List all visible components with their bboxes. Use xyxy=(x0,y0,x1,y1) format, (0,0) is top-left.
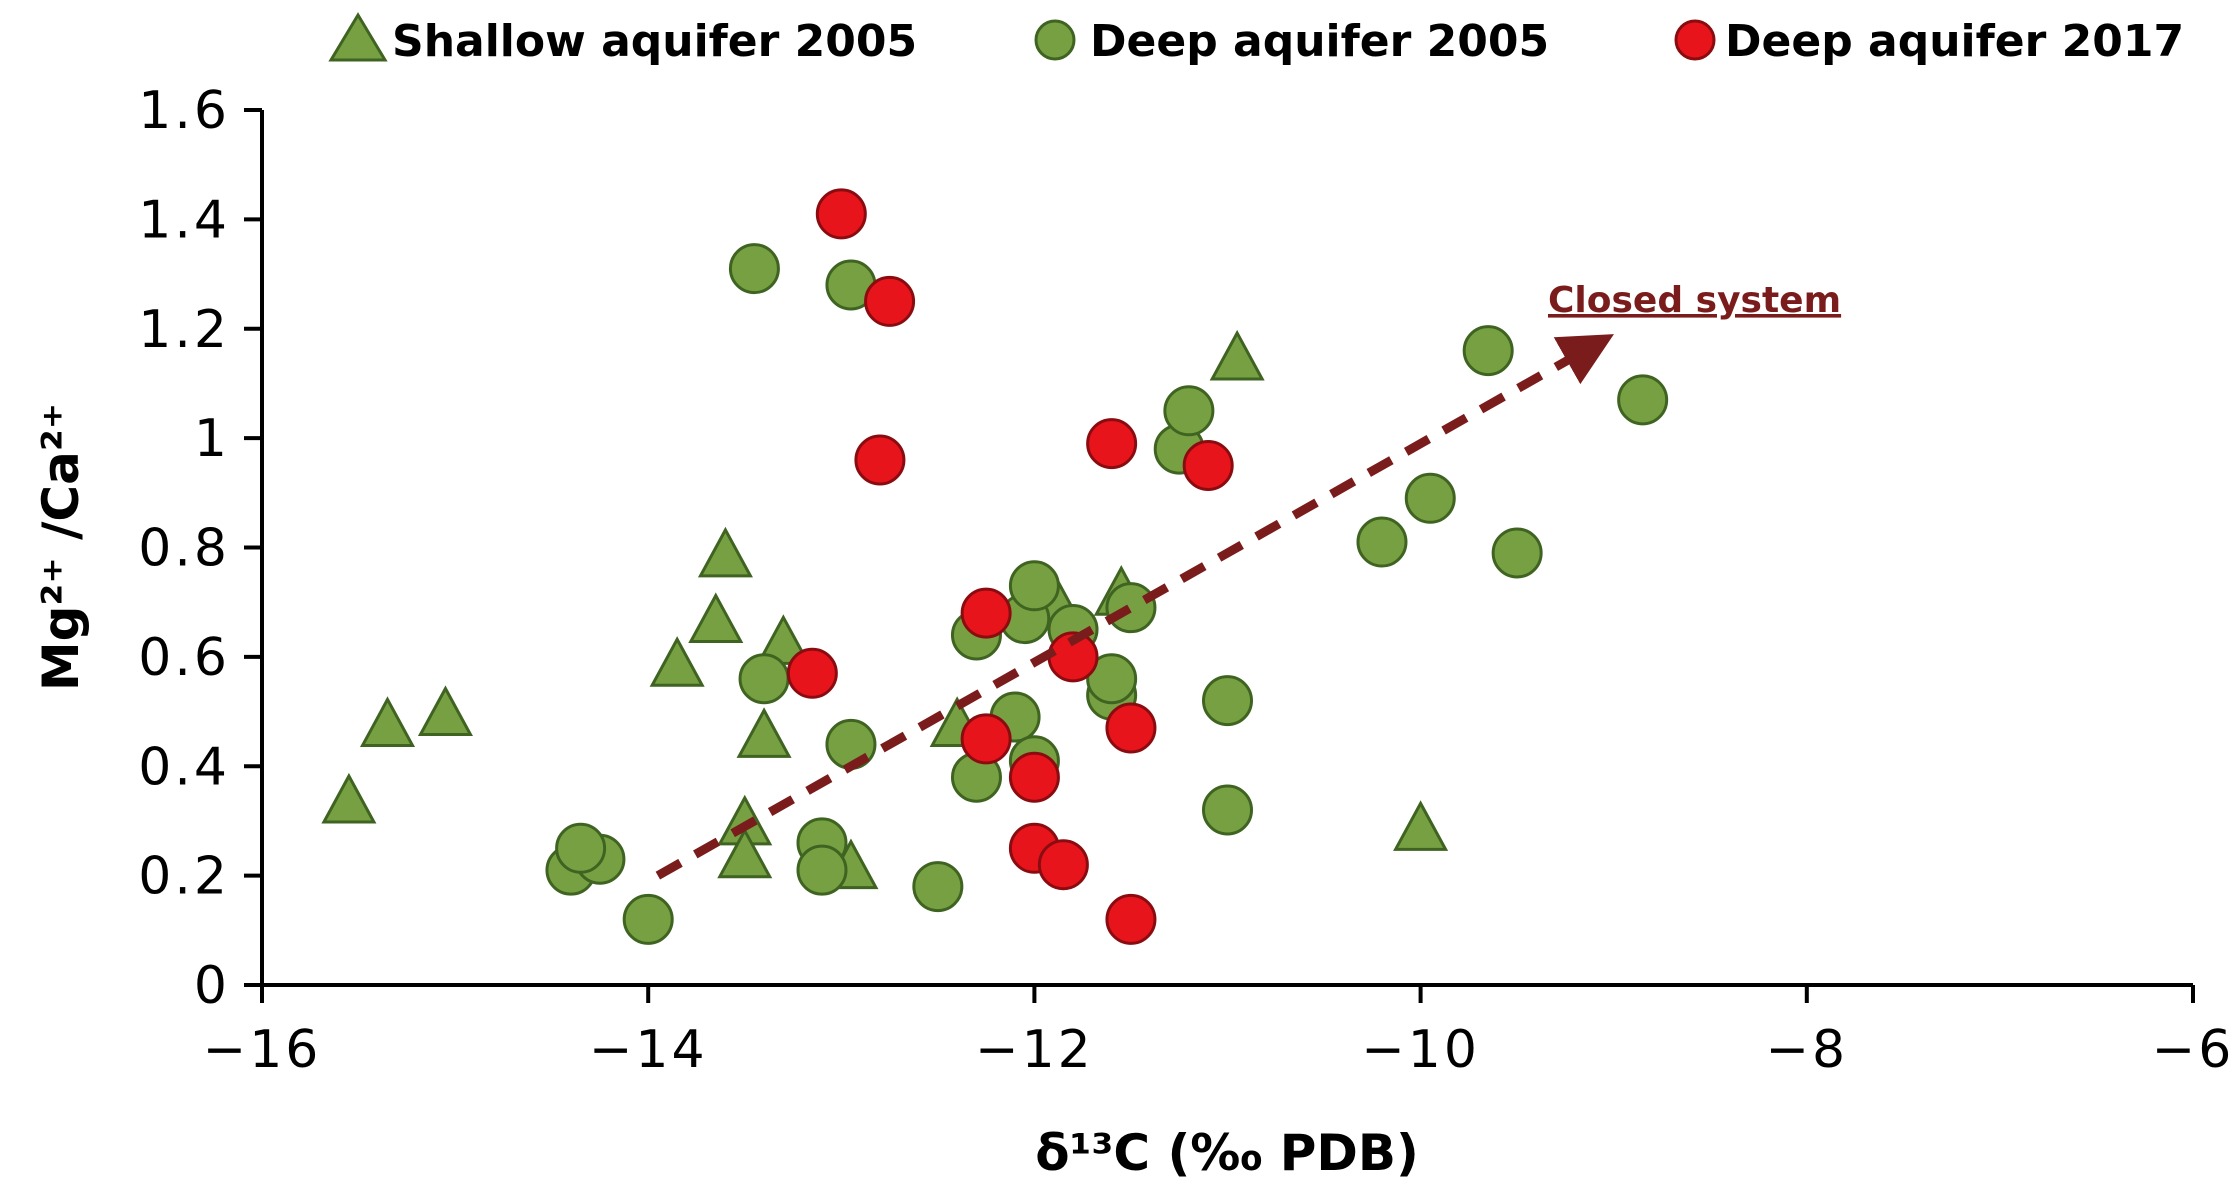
deep-2005-point xyxy=(738,653,790,705)
deep-2005-point xyxy=(1202,784,1253,836)
closed-system-arrow xyxy=(655,334,1614,880)
deep-2017-point xyxy=(1105,893,1157,945)
x-axis-title: δ¹³C (‰ PDB) xyxy=(1035,1124,1419,1182)
legend-triangle-marker xyxy=(328,12,388,62)
deep-2017-point xyxy=(854,434,906,486)
x-axis-ticks: −16 −14 −12 −10 −8 −6 xyxy=(203,985,2235,1080)
y-tick-label: 0.2 xyxy=(138,847,230,907)
deep-2005-point xyxy=(796,844,848,896)
legend-item-deep-2005: Deep aquifer 2005 xyxy=(1034,16,1549,67)
y-tick-label: 0.8 xyxy=(138,519,230,579)
x-tick-label: −6 xyxy=(2152,1020,2235,1080)
shallow-2005-point xyxy=(688,592,744,644)
y-tick-label: 1 xyxy=(194,409,230,469)
x-tick-label: −10 xyxy=(1361,1020,1480,1080)
y-tick-label: 0 xyxy=(194,956,230,1016)
y-tick-label: 1.2 xyxy=(138,300,230,360)
deep-2005-point xyxy=(1086,653,1138,705)
deep-2005-point xyxy=(1105,582,1157,634)
deep-2005-point xyxy=(728,243,780,295)
deep-2017-point xyxy=(960,587,1012,639)
shallow-2005-point xyxy=(697,526,753,578)
y-axis-title: Mg²⁺ /Ca²⁺ xyxy=(32,403,90,691)
shallow-2005-point xyxy=(417,685,473,737)
shallow-2005-point xyxy=(1393,800,1449,851)
deep-2005-point xyxy=(1163,385,1215,437)
deep-2017-point xyxy=(1086,418,1138,470)
deep-2005-point xyxy=(1617,374,1669,426)
shallow-2005-point xyxy=(717,827,773,879)
deep-2005-point xyxy=(1404,472,1456,524)
deep-2017-point xyxy=(864,275,916,327)
y-tick-label: 0.6 xyxy=(138,628,230,688)
legend-label-deep-2005: Deep aquifer 2005 xyxy=(1090,16,1549,67)
shallow-2005-point xyxy=(1209,329,1265,381)
deep-2017-point xyxy=(815,188,867,240)
legend: Shallow aquifer 2005 Deep aquifer 2005 D… xyxy=(328,12,2184,67)
x-tick-label: −16 xyxy=(203,1020,322,1080)
deep-2005-point xyxy=(1462,325,1514,377)
legend-circle-marker xyxy=(1674,19,1716,61)
deep-2017-point xyxy=(1008,751,1060,803)
deep-2017-point xyxy=(960,713,1012,765)
data-points xyxy=(321,188,1669,945)
deep-2005-point xyxy=(1008,560,1060,612)
legend-item-shallow-2005: Shallow aquifer 2005 xyxy=(328,12,917,67)
deep-2005-point xyxy=(912,861,964,913)
x-tick-label: −14 xyxy=(589,1020,708,1080)
shallow-2005-point xyxy=(736,707,792,758)
closed-system-label: Closed system xyxy=(1548,280,1841,321)
legend-label-shallow-2005: Shallow aquifer 2005 xyxy=(392,16,917,67)
y-tick-label: 1.6 xyxy=(138,81,230,141)
legend-circle-marker xyxy=(1034,19,1076,61)
deep-2017-point xyxy=(1182,439,1234,491)
deep-2005-point xyxy=(555,822,607,874)
deep-2005-point xyxy=(1202,675,1253,727)
y-tick-label: 0.4 xyxy=(138,737,230,797)
legend-item-deep-2017: Deep aquifer 2017 xyxy=(1674,16,2184,67)
deep-2005-point xyxy=(1356,516,1408,568)
plot-area: −16 −14 −12 −10 −8 −6 0 0.2 0.4 0.6 0.8 1 1.2 1.4 1.6… xyxy=(138,81,2235,1080)
deep-2005-point xyxy=(1491,527,1543,579)
x-tick-label: −12 xyxy=(975,1020,1094,1080)
legend-label-deep-2017: Deep aquifer 2017 xyxy=(1725,16,2184,67)
deep-2017-point xyxy=(786,647,838,699)
deep-2005-point xyxy=(622,893,674,945)
deep-2017-point xyxy=(1105,702,1157,754)
shallow-2005-point xyxy=(321,772,377,824)
y-axis-ticks: 0 0.2 0.4 0.6 0.8 1 1.2 1.4 1.6 xyxy=(138,81,262,1016)
shallow-2005-point xyxy=(649,636,705,687)
deep-2017-point xyxy=(1037,839,1089,891)
shallow-2005-point xyxy=(359,696,416,747)
y-tick-label: 1.4 xyxy=(138,190,230,250)
x-tick-label: −8 xyxy=(1765,1020,1848,1080)
